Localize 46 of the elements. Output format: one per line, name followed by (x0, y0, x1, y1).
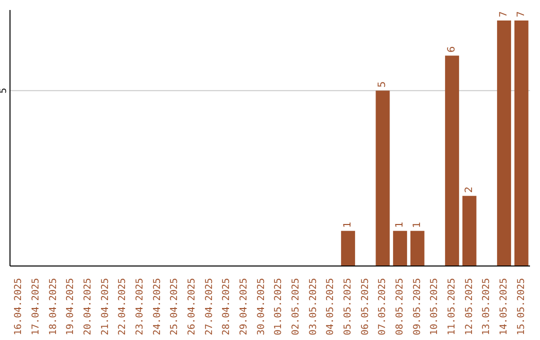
x-tick-label: 04.05.2025 (325, 278, 336, 336)
x-tick-label: 30.04.2025 (256, 278, 267, 336)
x-tick-label: 27.04.2025 (204, 278, 215, 336)
data-label: 7 (516, 11, 527, 18)
data-label: 1 (412, 222, 423, 228)
data-label: 5 (377, 81, 388, 88)
data-label: 2 (464, 186, 475, 193)
bar (376, 90, 390, 266)
x-tick-label: 15.05.2025 (516, 278, 527, 336)
x-tick-label: 07.05.2025 (377, 278, 388, 336)
x-tick-label: 13.05.2025 (481, 278, 492, 336)
bar (497, 20, 512, 266)
x-tick-label: 05.05.2025 (342, 278, 354, 336)
x-tick-label: 22.04.2025 (117, 278, 128, 336)
x-tick-label: 25.04.2025 (169, 278, 180, 336)
x-tick-label: 21.04.2025 (100, 278, 111, 336)
bar (514, 20, 528, 266)
bar (445, 56, 460, 266)
data-label: 7 (498, 11, 510, 18)
x-tick-label: 11.05.2025 (446, 278, 458, 336)
bar (393, 230, 408, 266)
x-tick-label: 10.05.2025 (429, 278, 440, 336)
x-tick-label: 12.05.2025 (464, 278, 475, 336)
x-tick-label: 18.04.2025 (48, 278, 59, 336)
x-tick-label: 24.04.2025 (152, 278, 163, 336)
x-tick-label: 02.05.2025 (290, 278, 302, 336)
x-tick-label: 09.05.2025 (412, 278, 423, 336)
x-tick-label: 28.04.2025 (221, 278, 232, 336)
x-tick-label: 03.05.2025 (308, 278, 319, 336)
bar (410, 230, 424, 266)
bar (341, 230, 356, 266)
x-tick-label: 20.04.2025 (82, 278, 94, 336)
data-label: 6 (446, 46, 458, 53)
x-tick-label: 01.05.2025 (273, 278, 284, 336)
x-tick-label: 08.05.2025 (394, 278, 406, 336)
x-tick-label: 06.05.2025 (360, 278, 371, 336)
x-tick-label: 29.04.2025 (238, 278, 250, 336)
x-tick-label: 19.04.2025 (65, 278, 76, 336)
x-tick-label: 26.04.2025 (186, 278, 198, 336)
bar (462, 196, 476, 266)
x-tick-label: 14.05.2025 (498, 278, 510, 336)
x-tick-label: 17.04.2025 (30, 278, 42, 336)
x-tick-label: 16.04.2025 (13, 278, 24, 336)
x-tick-label: 23.04.2025 (134, 278, 146, 336)
data-label: 1 (342, 222, 354, 228)
data-label: 1 (394, 222, 406, 228)
